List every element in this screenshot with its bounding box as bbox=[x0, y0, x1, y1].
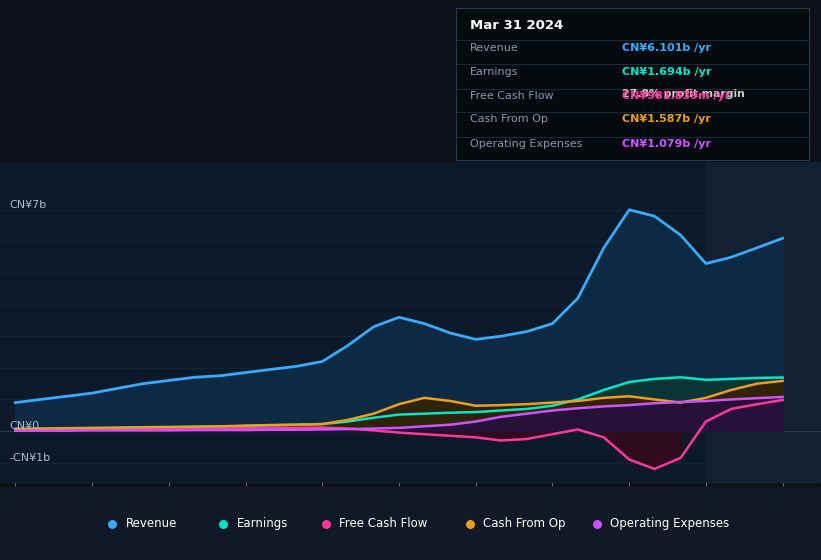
Text: Revenue: Revenue bbox=[126, 517, 177, 530]
Text: CN¥1.694b /yr: CN¥1.694b /yr bbox=[621, 67, 711, 77]
Text: 27.8% profit margin: 27.8% profit margin bbox=[621, 88, 745, 99]
Text: Operating Expenses: Operating Expenses bbox=[610, 517, 729, 530]
Text: Earnings: Earnings bbox=[236, 517, 288, 530]
Text: Revenue: Revenue bbox=[470, 43, 519, 53]
Text: Free Cash Flow: Free Cash Flow bbox=[470, 91, 553, 101]
Text: Cash From Op: Cash From Op bbox=[483, 517, 565, 530]
Text: CN¥1.079b /yr: CN¥1.079b /yr bbox=[621, 139, 711, 149]
Text: Free Cash Flow: Free Cash Flow bbox=[339, 517, 428, 530]
Text: -CN¥1b: -CN¥1b bbox=[10, 452, 51, 463]
Text: CN¥6.101b /yr: CN¥6.101b /yr bbox=[621, 43, 711, 53]
Text: Earnings: Earnings bbox=[470, 67, 518, 77]
Text: CN¥981.839m /yr: CN¥981.839m /yr bbox=[621, 91, 730, 101]
Text: CN¥7b: CN¥7b bbox=[10, 200, 47, 210]
Bar bbox=[706, 162, 821, 482]
Text: CN¥0: CN¥0 bbox=[10, 421, 40, 431]
Text: Operating Expenses: Operating Expenses bbox=[470, 139, 582, 149]
Text: Cash From Op: Cash From Op bbox=[470, 114, 548, 124]
Text: CN¥1.587b /yr: CN¥1.587b /yr bbox=[621, 114, 710, 124]
Text: Mar 31 2024: Mar 31 2024 bbox=[470, 19, 563, 32]
